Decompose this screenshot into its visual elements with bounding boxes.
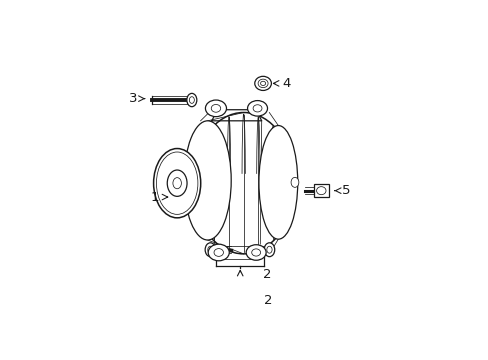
Ellipse shape — [264, 243, 274, 257]
Ellipse shape — [259, 126, 297, 239]
Ellipse shape — [316, 187, 325, 195]
Ellipse shape — [245, 245, 265, 260]
Text: 2: 2 — [264, 294, 272, 307]
Text: 5: 5 — [341, 184, 350, 197]
Ellipse shape — [247, 100, 267, 116]
Ellipse shape — [290, 177, 298, 187]
Ellipse shape — [173, 177, 181, 189]
Ellipse shape — [207, 246, 213, 253]
Text: 2: 2 — [263, 268, 271, 281]
Ellipse shape — [189, 97, 194, 103]
Ellipse shape — [208, 244, 229, 261]
Ellipse shape — [153, 149, 200, 218]
Ellipse shape — [254, 76, 271, 90]
Ellipse shape — [266, 246, 271, 253]
Text: 4: 4 — [282, 77, 290, 90]
Ellipse shape — [260, 81, 265, 86]
Ellipse shape — [186, 93, 197, 107]
Ellipse shape — [251, 249, 260, 256]
Ellipse shape — [214, 249, 223, 256]
Ellipse shape — [258, 79, 267, 87]
FancyBboxPatch shape — [313, 184, 328, 197]
Ellipse shape — [205, 100, 226, 117]
Ellipse shape — [211, 104, 220, 112]
Ellipse shape — [192, 112, 294, 254]
Ellipse shape — [253, 105, 262, 112]
Ellipse shape — [167, 170, 187, 196]
Ellipse shape — [205, 243, 215, 257]
Text: 3: 3 — [128, 92, 137, 105]
Ellipse shape — [183, 121, 231, 240]
Text: 1: 1 — [150, 190, 159, 203]
